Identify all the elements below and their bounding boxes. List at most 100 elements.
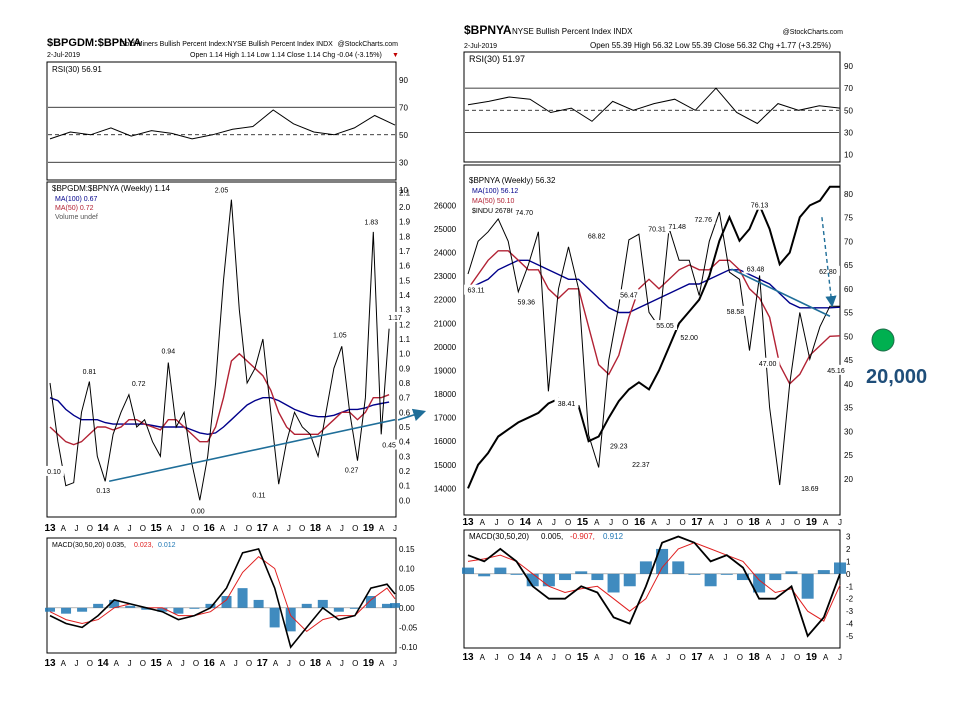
right-rsi-tick-2: 50 — [844, 106, 853, 115]
right-main-x-tick-13: A — [651, 518, 657, 527]
left-main-x-tick-23: O — [352, 524, 358, 533]
left-macd-tick-5: -0.10 — [399, 643, 418, 652]
left-data-label-bg-9 — [341, 464, 362, 475]
left-macd-signal — [49, 556, 396, 633]
left-data-label-10: 1.83 — [365, 220, 379, 227]
left-macd-hist-9 — [189, 607, 200, 609]
left-symbol: $BPGDM:$BPNYA — [47, 37, 141, 49]
right-macd-tick-4: -1 — [846, 582, 854, 591]
right-data-label-bg-17 — [815, 265, 840, 276]
left-rsi-tick-1: 70 — [399, 103, 408, 112]
right-legend-2: $INDU 26786.68 — [472, 208, 524, 215]
right-data-label-bg-8 — [691, 213, 716, 224]
left-macd-hist-18 — [333, 607, 344, 612]
left-data-label-bg-11 — [385, 311, 405, 322]
left-main-tick-19: 0.2 — [399, 467, 411, 476]
left-macd-hist-10 — [205, 603, 216, 608]
right-macd-x-tick-5: A — [537, 653, 543, 662]
left-macd-label: MACD(30,50,20) 0.035, — [52, 542, 126, 549]
right-macd-tick-2: 1 — [846, 557, 851, 566]
right-data-label-2: 59.36 — [518, 299, 536, 306]
left-macd-hist-11 — [221, 596, 232, 608]
right-right-tick-12: 20 — [844, 475, 853, 484]
left-main-tick-18: 0.3 — [399, 452, 411, 461]
right-main-x-tick-26: J — [838, 518, 842, 527]
right-left-tick-5: 21000 — [434, 319, 457, 328]
right-data-label-bg-5 — [616, 289, 641, 300]
right-data-label-5: 56.47 — [620, 292, 638, 299]
left-main-x-tick-1: A — [61, 524, 67, 533]
left-main-x-tick-14: J — [234, 524, 238, 533]
left-data-label-bg-4 — [158, 345, 179, 356]
right-macd-x-tick-14: J — [666, 653, 670, 662]
right-data-label-8: 72.76 — [694, 217, 712, 224]
left-main-x-tick-8: 15 — [151, 523, 163, 534]
right-rsi-tick-1: 70 — [844, 84, 853, 93]
right-macd-tick-5: -2 — [846, 595, 854, 604]
right-macd-signal-label: -0.907, — [570, 532, 595, 541]
left-macd-x-tick-11: O — [193, 659, 199, 668]
right-data-label-18: 45.16 — [827, 368, 845, 375]
right-rsi-frame — [463, 51, 841, 163]
right-data-label-11: 55.05 — [656, 323, 674, 330]
right-left-tick-1: 25000 — [434, 225, 457, 234]
left-main-x-tick-17: A — [273, 524, 279, 533]
right-bpnya-line — [467, 211, 840, 486]
left-data-label-12: 0.45 — [382, 443, 396, 450]
right-data-label-19: 18.69 — [801, 486, 819, 493]
left-rsi-frame — [46, 61, 397, 181]
left-macd-hist-15 — [285, 607, 296, 632]
right-left-tick-10: 16000 — [434, 437, 457, 446]
left-macd-hist-21 — [381, 603, 392, 608]
left-main-x-tick-12: 16 — [204, 523, 216, 534]
right-data-label-6: 70.31 — [648, 226, 666, 233]
left-main-tick-1: 2.0 — [399, 203, 411, 212]
left-main-tick-4: 1.7 — [399, 247, 411, 256]
left-macd-x-tick-19: O — [299, 659, 305, 668]
left-macd-hist-22 — [390, 603, 400, 608]
left-date: 2-Jul-2019 — [47, 52, 80, 59]
left-data-label-bg-1 — [43, 465, 64, 476]
left-macd-x-tick-26: J — [393, 659, 397, 668]
left-main-x-tick-19: O — [299, 524, 305, 533]
left-main-x-tick-26: J — [393, 524, 397, 533]
right-data-label-bg-12 — [677, 331, 702, 342]
left-main-x-tick-16: 17 — [257, 523, 269, 534]
left-main-tick-6: 1.5 — [399, 276, 411, 285]
right-main-x-tick-10: J — [609, 518, 613, 527]
left-main-tick-16: 0.5 — [399, 423, 411, 432]
left-macd-x-tick-22: J — [340, 659, 344, 668]
right-right-tick-7: 45 — [844, 356, 853, 365]
right-left-tick-7: 19000 — [434, 366, 457, 375]
right-data-label-1: 74.70 — [516, 210, 534, 217]
left-data-label-bg-2 — [93, 485, 114, 495]
left-macd-tick-0: 0.15 — [399, 545, 415, 554]
left-data-label-7: 0.11 — [252, 492, 265, 499]
right-macd-hist-7 — [575, 571, 588, 574]
left-macd-x-tick-17: A — [273, 659, 279, 668]
right-ohlc: Open 55.39 High 56.32 Low 55.39 Close 56… — [590, 41, 831, 50]
right-data-label-bg-6 — [645, 223, 670, 234]
left-macd-x-tick-23: O — [352, 659, 358, 668]
right-macd-values-label: 0.005, — [541, 532, 563, 541]
left-data-label-2: 0.13 — [96, 488, 110, 495]
left-main-tick-5: 1.6 — [399, 262, 411, 271]
right-left-tick-0: 26000 — [434, 201, 457, 210]
left-macd-hist-4 — [109, 599, 120, 608]
left-macd-tick-4: -0.05 — [399, 623, 418, 632]
left-main-x-tick-10: J — [181, 524, 185, 533]
right-left-tick-4: 22000 — [434, 296, 457, 305]
right-macd-hist-14 — [688, 573, 701, 575]
right-macd-hist-8 — [591, 573, 604, 581]
right-macd-x-tick-16: 17 — [691, 652, 703, 663]
right-macd-hist-10 — [623, 573, 636, 587]
left-macd-hist-label: 0.012 — [158, 542, 176, 549]
left-data-label-bg-5 — [187, 505, 208, 516]
left-macd-x-tick-20: 18 — [310, 658, 322, 669]
right-data-label-10: 22.37 — [632, 462, 650, 469]
left-ma100-line — [49, 397, 390, 436]
right-right-tick-11: 25 — [844, 451, 853, 460]
left-rsi-tick-3: 30 — [399, 158, 408, 167]
left-main-x-tick-24: 19 — [363, 523, 375, 534]
left-macd-x-tick-12: 16 — [204, 658, 216, 669]
